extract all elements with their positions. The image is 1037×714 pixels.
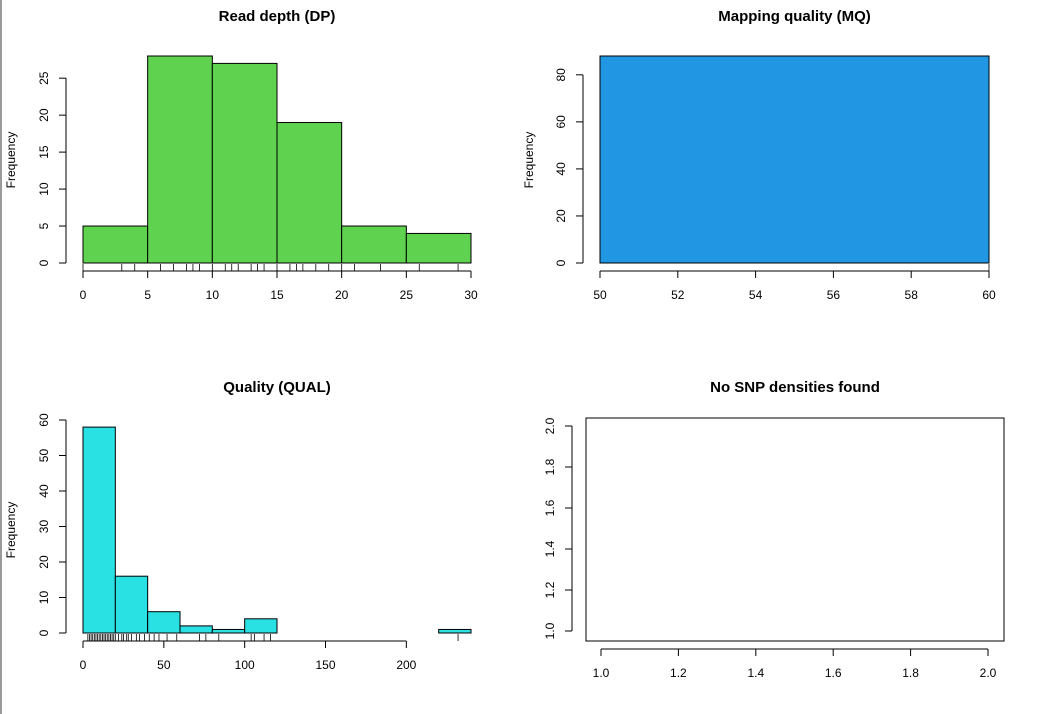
chart-panel-4: No SNP densities found 1.0 1.2 1.4 1.6 1.8 2.0…	[543, 379, 1005, 680]
chart-panel-1: Read depth (DP) 0 5 10 15 20 25 30 0 5 10 15 20 25 Fre…	[4, 8, 478, 302]
x-tick-label: 0	[80, 658, 87, 672]
y-tick-label: 10	[37, 182, 51, 196]
x-tick-label: 50	[593, 288, 607, 302]
x-tick-label: 54	[749, 288, 763, 302]
y-tick-label: 15	[37, 145, 51, 159]
histogram-bar	[114, 575, 149, 634]
chart-panel-2: Mapping quality (MQ) 50 52 54 56 58 60 0 20 40 60 8…	[522, 8, 996, 302]
y-tick-label: 20	[554, 209, 568, 223]
x-tick-label: 150	[315, 658, 335, 672]
y-tick-label: 20	[37, 555, 51, 569]
y-tick-label: 40	[37, 484, 51, 498]
histogram-bar	[147, 55, 213, 264]
histogram-bar	[438, 628, 472, 634]
x-tick-label: 200	[396, 658, 416, 672]
chart-title: Read depth (DP)	[219, 8, 336, 25]
x-tick-label: 100	[235, 658, 255, 672]
x-tick-label: 25	[400, 288, 414, 302]
x-tick-label: 15	[270, 288, 284, 302]
histogram-bar	[599, 55, 990, 264]
x-tick-label: 10	[206, 288, 220, 302]
y-tick-label: 0	[37, 259, 51, 266]
y-tick-label: 10	[37, 591, 51, 605]
x-tick-label: 50	[157, 658, 171, 672]
x-tick-label: 58	[905, 288, 919, 302]
histogram-bar	[405, 232, 472, 264]
histogram-bar	[341, 225, 407, 264]
histogram-bar	[82, 426, 116, 634]
x-tick-label: 2.0	[980, 666, 997, 680]
y-tick-label: 40	[554, 162, 568, 176]
x-tick-label: 0	[80, 288, 87, 302]
chart-title: No SNP densities found	[710, 379, 880, 396]
y-tick-label: 80	[554, 68, 568, 82]
y-tick-label: 0	[37, 629, 51, 636]
x-tick-label: 52	[671, 288, 685, 302]
x-tick-label: 1.6	[825, 666, 842, 680]
y-tick-label: 2.0	[543, 417, 557, 434]
y-tick-label: 20	[37, 108, 51, 122]
x-tick-label: 1.0	[593, 666, 610, 680]
x-tick-label: 1.2	[670, 666, 687, 680]
y-tick-label: 1.4	[543, 540, 557, 557]
x-tick-label: 30	[464, 288, 478, 302]
y-tick-label: 0	[554, 259, 568, 266]
x-tick-label: 1.4	[747, 666, 764, 680]
y-tick-label: 5	[37, 222, 51, 229]
y-tick-label: 50	[37, 449, 51, 463]
y-tick-label: 1.8	[543, 458, 557, 475]
y-axis-label: Frequency	[4, 502, 18, 559]
x-tick-label: 60	[982, 288, 996, 302]
histogram-bar	[82, 225, 149, 264]
y-axis-label: Frequency	[522, 132, 536, 189]
histogram-bar	[147, 611, 181, 634]
histogram-bar	[276, 122, 343, 264]
y-tick-label: 1.6	[543, 499, 557, 516]
chart-title: Mapping quality (MQ)	[718, 8, 870, 25]
x-tick-label: 5	[144, 288, 151, 302]
y-tick-label: 1.2	[543, 581, 557, 598]
y-tick-label: 1.0	[543, 622, 557, 639]
x-tick-label: 20	[335, 288, 349, 302]
chart-panel-3: Quality (QUAL) 0 50 100 150 200 0 10 20 30 40 50 60 F…	[4, 379, 472, 672]
y-tick-label: 30	[37, 520, 51, 534]
y-tick-label: 60	[37, 413, 51, 427]
y-tick-label: 25	[37, 71, 51, 85]
window-left-edge	[0, 0, 2, 714]
chart-title: Quality (QUAL)	[223, 379, 331, 396]
y-axis-label: Frequency	[4, 132, 18, 189]
histogram-bar	[179, 625, 213, 634]
x-tick-label: 1.8	[902, 666, 919, 680]
histogram-bar	[211, 62, 278, 264]
y-tick-label: 60	[554, 115, 568, 129]
plot-box	[585, 417, 1005, 642]
histogram-bar	[211, 628, 246, 634]
x-tick-label: 56	[827, 288, 841, 302]
histogram-bar	[244, 618, 278, 634]
